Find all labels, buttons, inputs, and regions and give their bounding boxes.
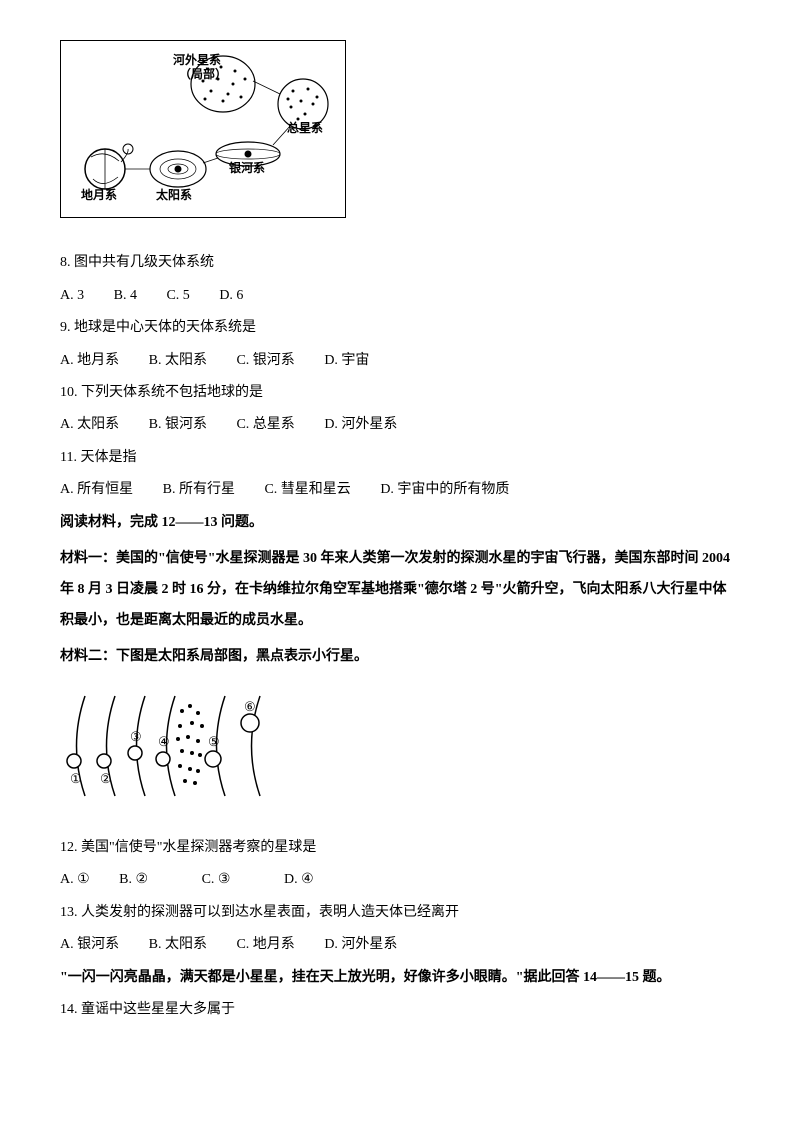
q12-opt-a: A. ① — [60, 869, 90, 891]
q12-opt-d: D. ④ — [284, 869, 314, 891]
fig2-label-5: ⑤ — [208, 734, 220, 749]
question-10: 10. 下列天体系统不包括地球的是 — [60, 382, 740, 404]
q10-opt-d: D. 河外星系 — [324, 414, 397, 436]
q8-opt-b: B. 4 — [114, 285, 137, 307]
question-13-options: A. 银河系 B. 太阳系 C. 地月系 D. 河外星系 — [60, 934, 740, 956]
question-11-options: A. 所有恒星 B. 所有行星 C. 彗星和星云 D. 宇宙中的所有物质 — [60, 479, 740, 501]
question-10-options: A. 太阳系 B. 银河系 C. 总星系 D. 河外星系 — [60, 414, 740, 436]
label-milky: 银河系 — [229, 159, 265, 178]
q9-opt-c: C. 银河系 — [236, 350, 294, 372]
fig2-label-2: ② — [100, 771, 112, 786]
q11-opt-b: B. 所有行星 — [163, 479, 235, 501]
question-9-options: A. 地月系 B. 太阳系 C. 银河系 D. 宇宙 — [60, 350, 740, 372]
q13-opt-d: D. 河外星系 — [324, 934, 397, 956]
question-12-options: A. ① B. ② C. ③ D. ④ — [60, 869, 740, 891]
q10-opt-b: B. 银河系 — [149, 414, 207, 436]
label-partial: （局部） — [179, 65, 227, 84]
q10-opt-c: C. 总星系 — [236, 414, 294, 436]
question-8: 8. 图中共有几级天体系统 — [60, 252, 740, 274]
q12-opt-b: B. ② — [119, 869, 148, 891]
label-total: 总星系 — [287, 119, 323, 138]
q9-opt-d: D. 宇宙 — [324, 350, 369, 372]
q8-opt-a: A. 3 — [60, 285, 84, 307]
fig2-label-6: ⑥ — [244, 699, 256, 714]
question-14: 14. 童谣中这些星星大多属于 — [60, 999, 740, 1021]
q9-opt-a: A. 地月系 — [60, 350, 119, 372]
q11-opt-a: A. 所有恒星 — [60, 479, 133, 501]
label-earthmoon: 地月系 — [81, 186, 117, 205]
q13-opt-c: C. 地月系 — [236, 934, 294, 956]
q11-opt-c: C. 彗星和星云 — [264, 479, 350, 501]
fig2-label-1: ① — [70, 771, 82, 786]
passage1-m1: 材料一：美国的"信使号"水星探测器是 30 年来人类第一次发射的探测水星的宇宙飞… — [60, 544, 740, 636]
question-12: 12. 美国"信使号"水星探测器考察的星球是 — [60, 837, 740, 859]
q8-opt-d: D. 6 — [219, 285, 243, 307]
passage1-heading: 阅读材料，完成 12——13 问题。 — [60, 512, 740, 534]
q13-opt-b: B. 太阳系 — [149, 934, 207, 956]
passage1-m2: 材料二：下图是太阳系局部图，黑点表示小行星。 — [60, 646, 740, 668]
celestial-hierarchy-figure: 河外星系 （局部） 总星系 银河系 太阳系 地月系 — [60, 40, 346, 218]
question-8-options: A. 3 B. 4 C. 5 D. 6 — [60, 285, 740, 307]
q10-opt-a: A. 太阳系 — [60, 414, 119, 436]
q11-opt-d: D. 宇宙中的所有物质 — [380, 479, 509, 501]
question-9: 9. 地球是中心天体的天体系统是 — [60, 317, 740, 339]
q9-opt-b: B. 太阳系 — [149, 350, 207, 372]
solar-system-partial-figure: ① ② ③ ④ ⑤ ⑥ — [60, 691, 280, 801]
q8-opt-c: C. 5 — [166, 285, 189, 307]
passage2-heading: "一闪一闪亮晶晶，满天都是小星星，挂在天上放光明，好像许多小眼睛。"据此回答 1… — [60, 967, 740, 989]
label-solar: 太阳系 — [156, 186, 192, 205]
q12-opt-c: C. ③ — [202, 869, 231, 891]
fig2-label-4: ④ — [158, 734, 170, 749]
question-13: 13. 人类发射的探测器可以到达水星表面，表明人造天体已经离开 — [60, 902, 740, 924]
q13-opt-a: A. 银河系 — [60, 934, 119, 956]
question-11: 11. 天体是指 — [60, 447, 740, 469]
fig2-label-3: ③ — [130, 729, 142, 744]
